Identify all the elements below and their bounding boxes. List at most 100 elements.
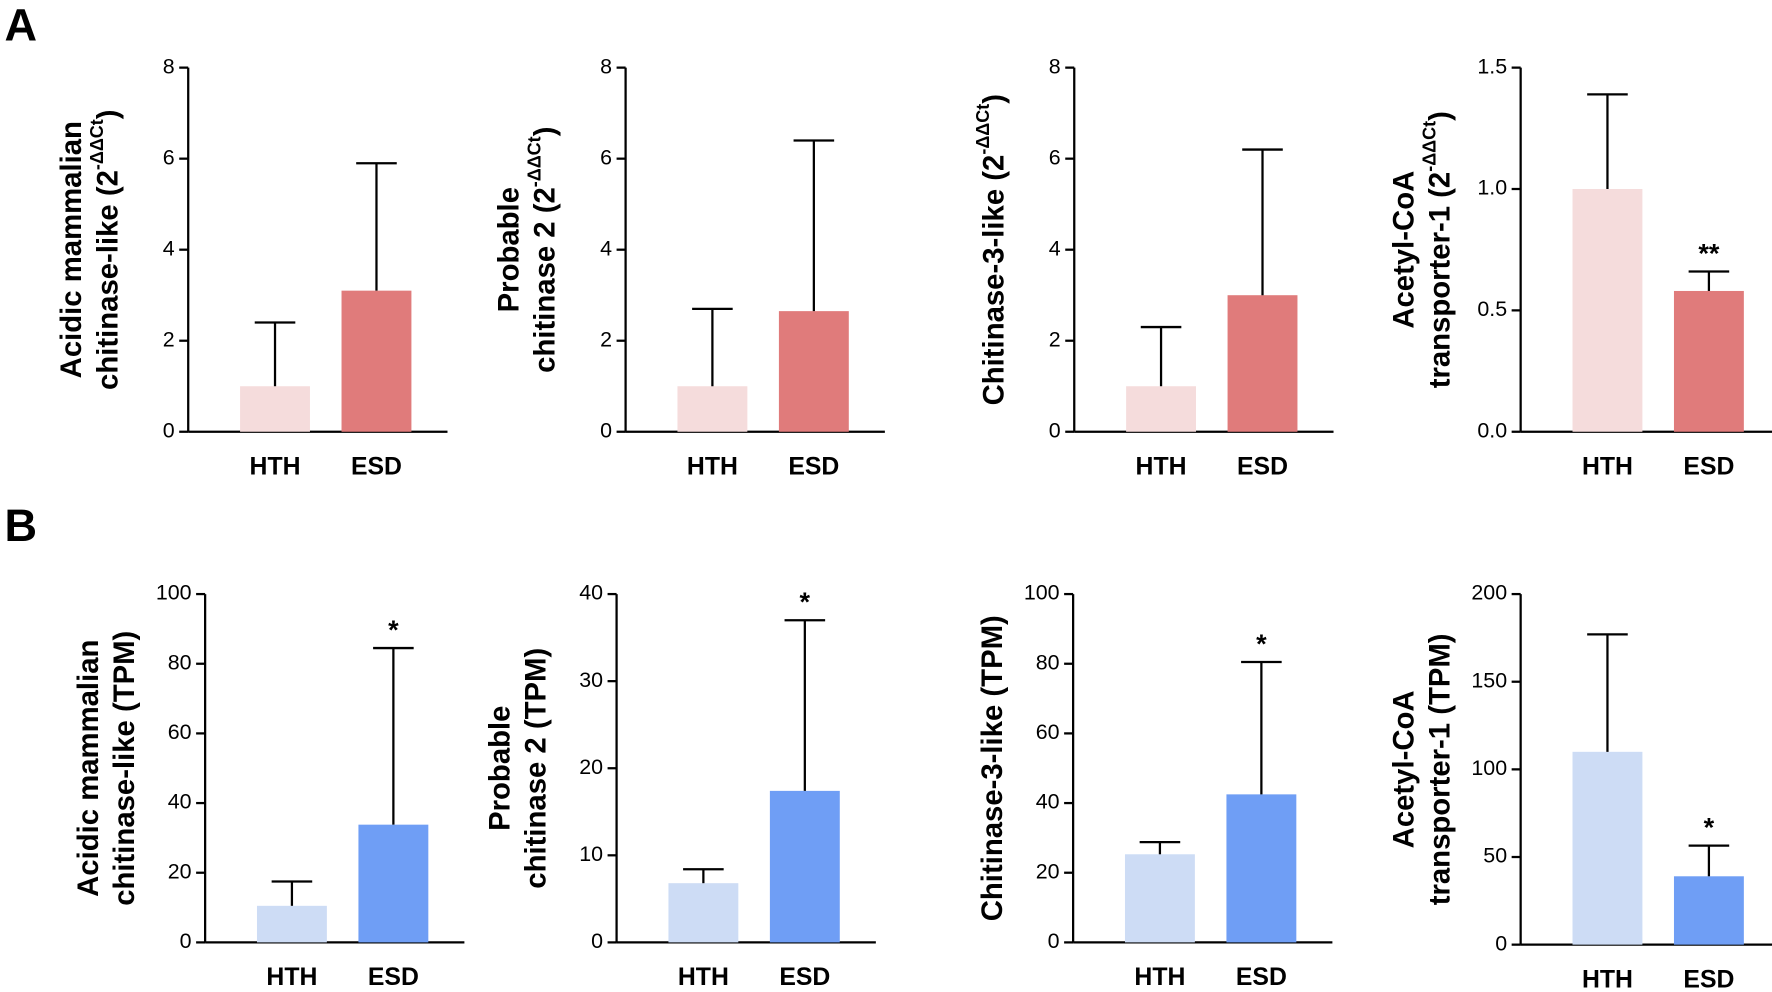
x-tick-label: HTH (266, 964, 317, 991)
y-tick-label: 8 (163, 54, 175, 78)
y-tick-label: 40 (168, 790, 192, 814)
y-tick-label: 0 (591, 929, 603, 953)
y-label-text: transporter-1 (TPM) (1423, 633, 1456, 905)
y-label-close: ) (977, 94, 1010, 104)
x-tick-label: HTH (687, 454, 738, 481)
y-tick-label: 6 (1049, 145, 1061, 169)
y-label-sup: -ΔΔCt (524, 136, 544, 187)
y-label-line: Chitinase-3-like (2-ΔΔCt) (973, 94, 1010, 405)
y-label-line: Probable (492, 187, 525, 312)
y-label-line: Acidic mammalian (72, 640, 105, 897)
x-tick-label: HTH (1134, 964, 1185, 991)
y-label-line: chitinase 2 (2-ΔΔCt) (524, 127, 561, 373)
error-bar (373, 646, 414, 825)
bar (1126, 386, 1196, 432)
y-tick-label: 1.5 (1477, 54, 1507, 78)
error-bar (1688, 844, 1730, 877)
y-tick-label: 1.0 (1477, 176, 1507, 200)
y-axis-label: Acidic mammalian chitinase-like (2-ΔΔCt) (55, 109, 124, 389)
y-axis-label: Probable chitinase 2 (2-ΔΔCt) (492, 127, 561, 373)
y-label-line: chitinase-like (TPM) (108, 631, 141, 906)
bar-chart: 0.0 0.5 1.0 1.5 Acetyl-CoA transporter-1 (2-Δ… (1387, 54, 1772, 481)
y-tick-label: 2 (1049, 327, 1061, 351)
bar-chart: 0 10 20 30 40 Probable chitinase 2 (TPM) HTH * ES… (483, 581, 876, 991)
x-tick-label: ESD (788, 454, 839, 481)
bar (341, 290, 412, 432)
y-tick-label: 2 (163, 327, 175, 351)
bar (1572, 189, 1643, 432)
y-tick-label: 0.0 (1477, 418, 1507, 442)
y-label-text: Acetyl-CoA (1387, 171, 1420, 329)
y-label-close: ) (1423, 111, 1456, 121)
y-tick-label: 40 (1036, 790, 1060, 814)
significance: * (388, 615, 399, 645)
x-tick-label: HTH (1582, 454, 1633, 481)
y-label-text: Chitinase-3-like (TPM) (976, 615, 1009, 921)
error-bar (784, 619, 826, 791)
bar (256, 905, 327, 943)
y-label-line: chitinase 2 (TPM) (519, 648, 552, 889)
y-label-text: Acidic mammalian (72, 640, 105, 897)
y-tick-label: 60 (168, 720, 192, 744)
error-bar (1587, 93, 1628, 190)
y-tick-label: 100 (1024, 581, 1060, 605)
y-tick-label: 0 (180, 929, 192, 953)
error-bar (683, 868, 724, 884)
y-tick-label: 0 (163, 418, 175, 442)
y-axis-label: Acetyl-CoA transporter-1 (TPM) (1387, 633, 1456, 905)
y-tick-label: 0 (1048, 929, 1060, 953)
y-tick-label: 0 (1495, 931, 1507, 955)
y-tick-label: 6 (600, 145, 612, 169)
error-bar (793, 139, 835, 312)
y-tick-label: 0.5 (1477, 297, 1507, 321)
y-tick-label: 4 (163, 236, 175, 260)
y-tick-label: 80 (1036, 650, 1060, 674)
y-label-text: transporter-1 (2 (1423, 172, 1456, 389)
bar (358, 824, 429, 943)
x-tick-label: ESD (368, 964, 419, 991)
y-tick-label: 100 (156, 581, 192, 605)
error-bar (254, 321, 296, 387)
error-bar (1241, 660, 1282, 795)
x-tick-label: ESD (1237, 454, 1288, 481)
x-tick-label: HTH (678, 964, 729, 991)
y-label-text: Acetyl-CoA (1387, 690, 1420, 848)
panel-label: A (4, 0, 37, 51)
y-label-line: Chitinase-3-like (TPM) (976, 615, 1009, 921)
y-axis-label: Acidic mammalian chitinase-like (TPM) (72, 631, 141, 906)
bar (677, 386, 748, 432)
error-bar (1139, 840, 1181, 855)
y-tick-label: 4 (1049, 236, 1061, 260)
y-tick-label: 0 (600, 418, 612, 442)
y-tick-label: 80 (168, 650, 192, 674)
y-label-line: transporter-1 (2-ΔΔCt) (1419, 111, 1456, 388)
panel-label: B (4, 500, 37, 551)
bar (1227, 295, 1298, 432)
x-tick-label: ESD (779, 964, 830, 991)
error-bar (1587, 633, 1628, 752)
bar (1673, 876, 1744, 945)
x-tick-label: ESD (351, 454, 402, 481)
y-tick-label: 8 (600, 54, 612, 78)
bar-chart: 0 20 40 60 80 100 Chitinase-3-like (TPM) HTH * ES… (976, 581, 1333, 991)
error-bar (271, 880, 313, 906)
y-tick-label: 60 (1036, 720, 1060, 744)
bar-chart: 0 2 4 6 8 Acidic mammalian chitinase-like (2-Δ… (55, 54, 448, 481)
bar-chart: 0 20 40 60 80 100 Acidic mammalian chitinase-li… (72, 581, 465, 991)
y-label-text: Acidic mammalian (55, 121, 88, 378)
y-label-text: chitinase 2 (TPM) (519, 648, 552, 889)
y-tick-label: 200 (1471, 581, 1507, 605)
y-label-line: Acetyl-CoA (1387, 690, 1420, 848)
bar (668, 883, 739, 943)
y-label-text: Chitinase-3-like (2 (977, 155, 1010, 406)
bar (1226, 794, 1297, 943)
y-label-text: chitinase-like (2 (91, 170, 124, 390)
y-label-close: ) (528, 127, 561, 137)
y-tick-label: 8 (1049, 54, 1061, 78)
error-bar (356, 162, 397, 291)
bar (769, 790, 840, 943)
y-label-sup: -ΔΔCt (1419, 121, 1439, 172)
x-tick-label: ESD (1683, 966, 1734, 992)
significance: ** (1698, 239, 1720, 269)
